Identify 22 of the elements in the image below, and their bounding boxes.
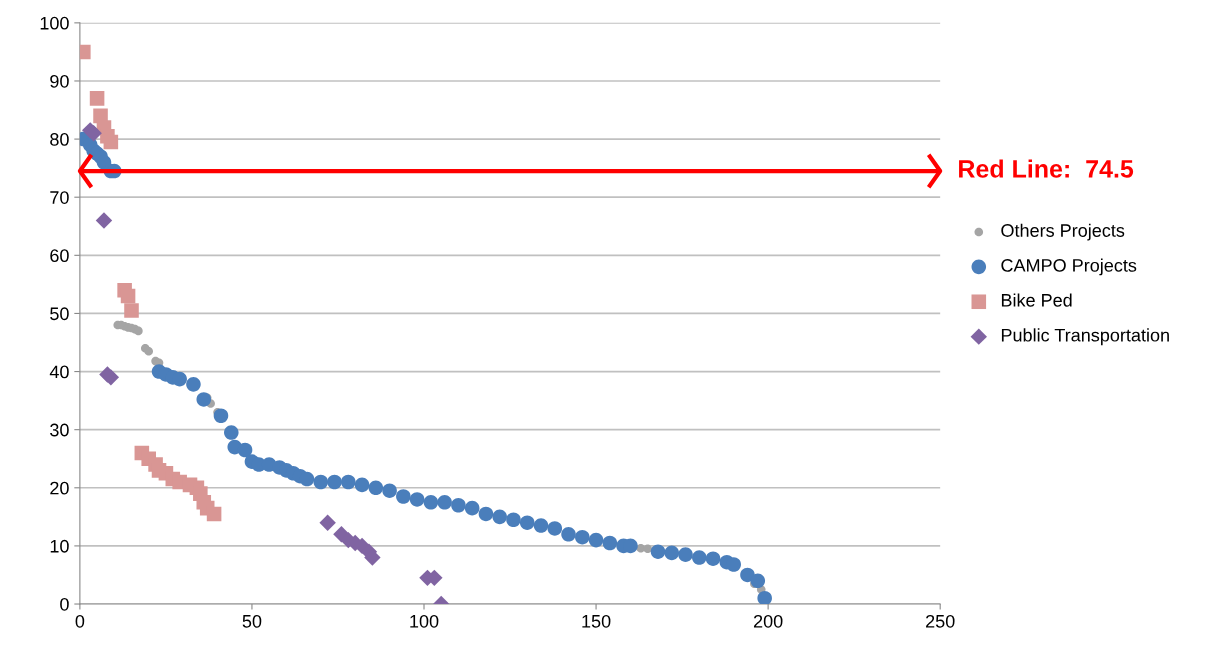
legend-label: Bike Ped — [1001, 293, 1072, 307]
y-tick-label: 100 — [40, 16, 69, 30]
x-tick-label: 150 — [582, 614, 611, 628]
legend-label: Public Transportation — [1001, 328, 1169, 346]
x-tick-label: 50 — [242, 614, 262, 628]
ref-line-label: Red Line: 74.5 — [959, 159, 1134, 178]
y-tick-label: 0 — [60, 597, 69, 611]
x-tick-label: 200 — [753, 614, 783, 628]
y-tick-label: 60 — [50, 249, 69, 263]
y-tick-label: 40 — [49, 365, 69, 379]
x-tick-label: 250 — [926, 614, 955, 628]
y-tick-label: 20 — [50, 481, 69, 495]
y-tick-label: 70 — [50, 191, 69, 204]
legend-label: CAMPO Projects — [1001, 258, 1137, 276]
y-tick-label: 90 — [50, 74, 69, 88]
y-tick-label: 10 — [50, 539, 69, 553]
y-tick-label: 80 — [50, 133, 69, 146]
legend-label: Others Projects — [1001, 223, 1125, 241]
x-tick-label: 100 — [410, 614, 439, 628]
y-tick-label: 30 — [50, 423, 69, 437]
y-tick-label: 50 — [50, 307, 69, 321]
x-tick-label: 0 — [75, 614, 85, 628]
